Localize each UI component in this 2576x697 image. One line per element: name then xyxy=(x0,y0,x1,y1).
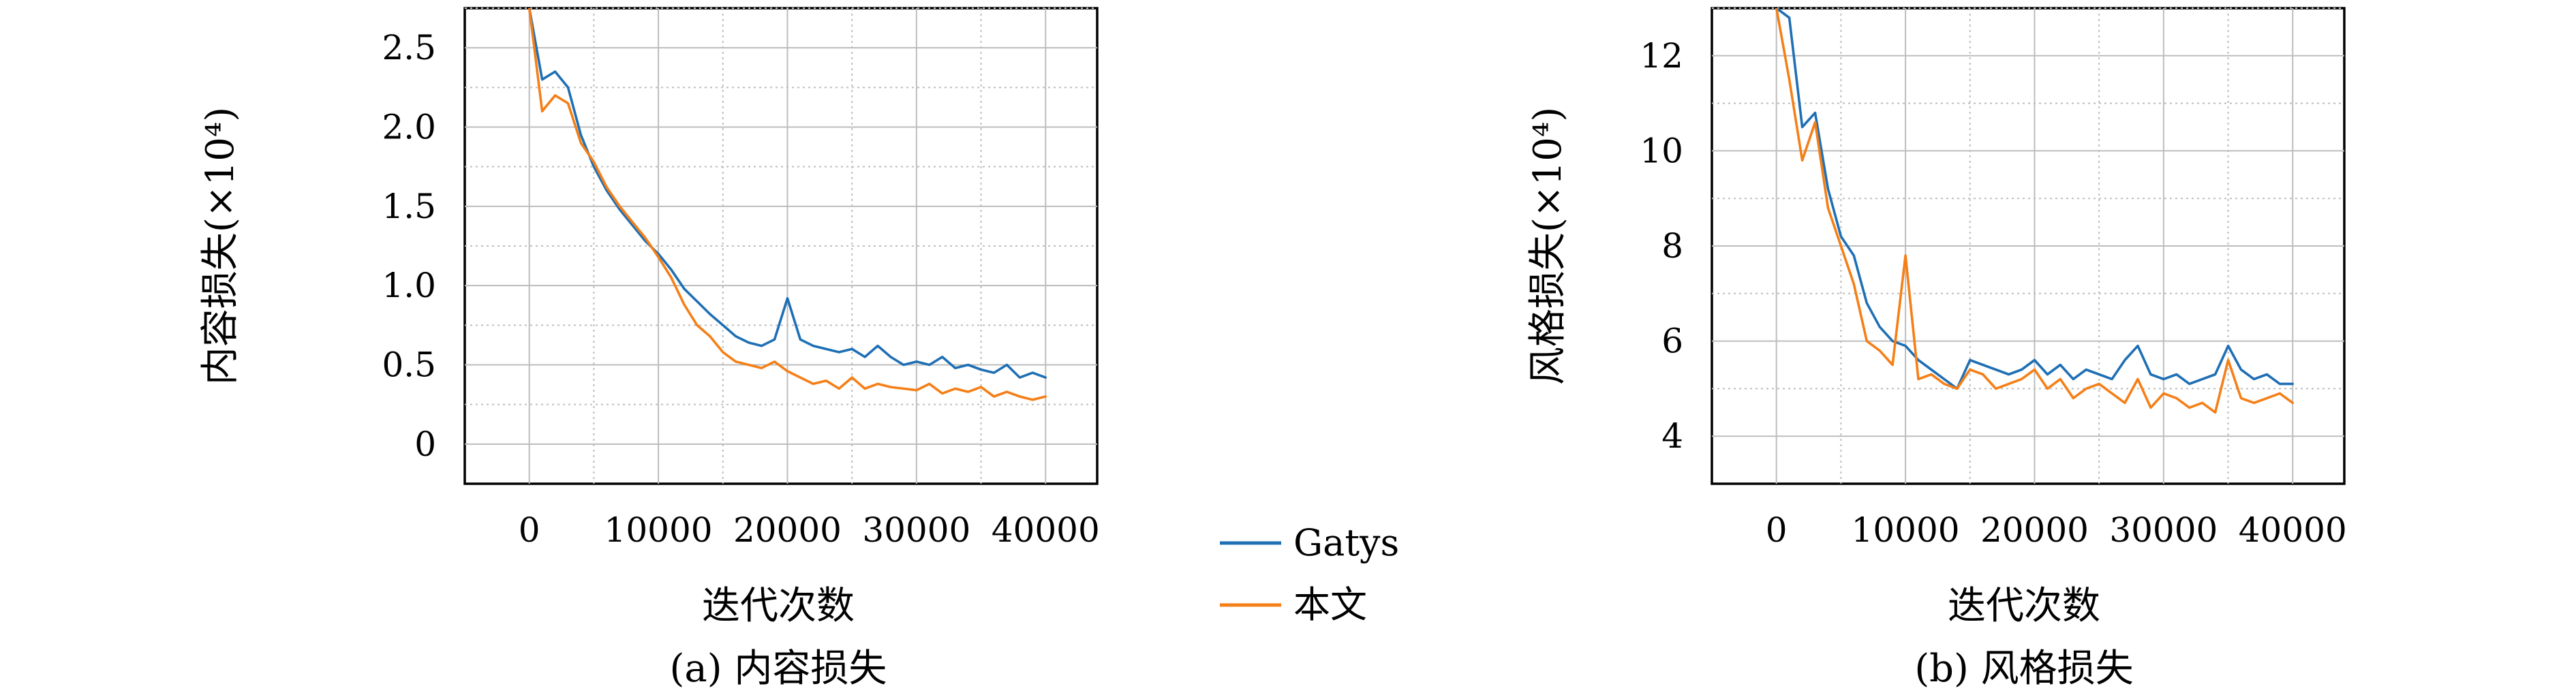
chart-b-y-tick-label: 6 xyxy=(1661,322,1683,361)
chart-a-caption: (a) 内容损失 xyxy=(670,647,887,691)
chart-b-x-axis-title: 迭代次数 xyxy=(1948,584,2100,628)
chart-a-grid xyxy=(465,7,1097,484)
chart-b-x-tick-label: 20000 xyxy=(1980,510,2089,550)
chart-a-x-tick-label: 20000 xyxy=(733,510,842,550)
chart-a-y-tick-label: 1.5 xyxy=(382,187,436,226)
chart-b-x-tick-label: 30000 xyxy=(2109,510,2218,550)
chart-a-x-tick-label: 0 xyxy=(519,510,540,550)
chart-a-series-gatys-line xyxy=(527,8,1047,379)
chart-a-y-tick-label: 2.5 xyxy=(382,28,436,67)
chart-a-series xyxy=(527,8,1047,401)
chart-b-x-tick-label: 40000 xyxy=(2239,510,2347,550)
chart-b-x-tick-label: 0 xyxy=(1766,510,1788,550)
chart-a-x-tick-label: 30000 xyxy=(862,510,970,550)
chart-a-series-ours-line xyxy=(527,8,1047,401)
chart-b-y-tick-label: 8 xyxy=(1661,226,1683,266)
chart-b-y-axis-title: 风格损失(×10⁴) xyxy=(1526,107,1570,385)
chart-b-series-gatys-line xyxy=(1775,8,2294,390)
chart-b-grid xyxy=(1712,7,2344,484)
chart-b-series-ours-line xyxy=(1775,8,2294,414)
chart-a-x-tick-label: 10000 xyxy=(604,510,713,550)
legend: Gatys 本文 xyxy=(1220,521,1399,626)
chart-b-x-tick-label: 10000 xyxy=(1852,510,1960,550)
chart-b-y-tick-label: 12 xyxy=(1640,36,1683,76)
legend-label-ours: 本文 xyxy=(1293,583,1367,626)
chart-a-y-tick-label: 0 xyxy=(414,424,436,464)
chart-a-y-axis-title: 内容损失(×10⁴) xyxy=(198,107,243,385)
legend-label-gatys: Gatys xyxy=(1293,521,1399,564)
chart-a-y-tick-label: 2.0 xyxy=(382,108,436,147)
chart-b-series xyxy=(1775,8,2294,414)
chart-a-tick-labels: 0 10000 20000 30000 40000 0 0.5 1.0 1.5 2.0 2.5 xyxy=(382,28,1099,550)
chart-b-y-tick-label: 10 xyxy=(1640,131,1683,170)
chart-b-tick-labels: 0 10000 20000 30000 40000 4 6 8 10 12 xyxy=(1640,36,2346,550)
chart-a-y-tick-label: 1.0 xyxy=(382,266,436,305)
chart-a-x-axis-title: 迭代次数 xyxy=(702,584,855,628)
chart-b-caption: (b) 风格损失 xyxy=(1914,647,2133,691)
chart-a-x-tick-label: 40000 xyxy=(992,510,1100,550)
chart-content-loss: 0 10000 20000 30000 40000 0 0.5 1.0 1.5 2.0 2.5 内容… xyxy=(198,7,1100,691)
chart-a-y-tick-label: 0.5 xyxy=(382,345,436,385)
chart-b-y-tick-label: 4 xyxy=(1661,416,1683,456)
